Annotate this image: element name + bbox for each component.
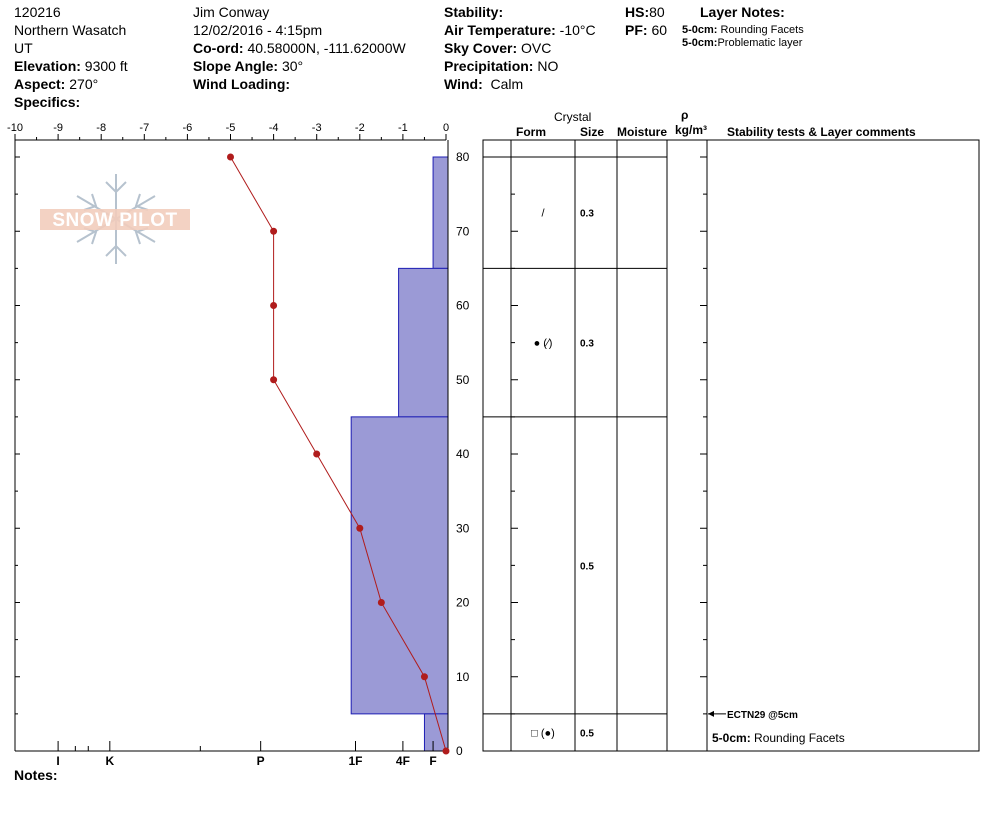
notes-label: Notes: [14,767,58,783]
crystal-form-symbol: ● (⁄) [534,338,553,350]
crystal-size-value: 0.5 [580,728,594,739]
hardness-bar [350,416,449,715]
temperature-point [442,747,450,755]
temperature-tick-label: -7 [139,122,149,134]
logo-text: SNOW PILOT [52,210,177,231]
crystal-form-symbol: □ (●) [531,727,555,739]
state: UT [14,40,33,56]
profile-id: 120216 [14,4,61,20]
temperature-tick-label: -3 [312,122,322,134]
height-tick-label: 10 [456,670,470,684]
temperature-point [420,673,428,681]
crystal-size-value: 0.3 [580,339,594,350]
temperature-point [377,599,385,606]
datetime: 12/02/2016 - 4:15pm [193,22,323,38]
temperature-tick-label: -2 [355,122,365,134]
observer: Jim Conway [193,4,270,20]
arrow-left-icon [708,710,714,717]
penetration-foot: PF: 60 [625,22,668,38]
size-header: Size [580,125,605,139]
aspect: Aspect: 270° [14,76,99,92]
height-tick-label: 0 [456,744,463,758]
temperature-tick-label: -9 [53,122,63,134]
precipitation: Precipitation: NO [444,58,559,74]
hardness-tick-label: F [429,754,436,768]
temperature-tick-label: -4 [269,122,279,134]
temperature-point [270,227,278,235]
sky-cover: Sky Cover: OVC [444,40,552,56]
temperature-point [270,376,278,384]
height-tick-label: 40 [456,447,470,461]
temperature-tick-label: -10 [7,122,23,134]
layer-comment: 5-0cm: Rounding Facets [712,731,845,745]
hardness-bar [432,156,449,269]
wind: Wind: Calm [444,76,524,92]
crystal-size-value: 0.3 [580,209,594,220]
crystal-size-value: 0.5 [580,561,594,572]
elevation: Elevation: 9300 ft [14,58,128,74]
moisture-header: Moisture [617,125,668,139]
temperature-tick-label: 0 [443,122,449,134]
temperature-tick-label: -8 [96,122,106,134]
temperature-point [313,450,321,458]
stability-header: Stability tests & Layer comments [727,125,916,139]
snow-height: HS:80 [625,4,665,20]
region: Northern Wasatch [14,22,127,38]
crystal-form-symbol: / [541,208,545,220]
specifics-label: Specifics: [14,94,81,110]
temperature-point [227,153,234,161]
wind-loading-label: Wind Loading: [193,76,291,92]
layer-notes-title: Layer Notes: [700,4,785,20]
hardness-tick-label: I [56,754,59,768]
temperature-point [270,302,278,309]
hardness-tick-label: K [105,754,114,768]
temperature-tick-label: -1 [398,122,408,134]
layer-table-frame [482,139,980,752]
hardness-bar [398,267,449,418]
height-tick-label: 30 [456,521,470,535]
layer-comment-depth: 5-0cm: [712,731,751,745]
height-tick-label: 60 [456,299,470,313]
air-temperature: Air Temperature: -10°C [444,22,596,38]
form-header: Form [516,125,546,139]
slope-angle: Slope Angle: 30° [193,58,304,74]
height-tick-label: 70 [456,224,470,238]
stability-label: Stability: [444,4,504,20]
coordinates: Co-ord: 40.58000N, -111.62000W [193,40,406,56]
height-tick-label: 20 [456,596,470,610]
snowpilot-logo: SNOW PILOT [40,174,190,264]
hardness-tick-label: 1F [348,754,362,768]
hardness-tick-label: 4F [396,754,410,768]
height-tick-label: 80 [456,150,470,164]
layer-comment-text: Rounding Facets [751,731,845,745]
layer-note: 5-0cm:Problematic layer [682,37,803,49]
temperature-tick-label: -5 [226,122,236,134]
crystal-header: Crystal [554,110,592,124]
hardness-tick-label: P [257,754,265,768]
rho-header: ρ [681,108,689,122]
density-unit-header: kg/m³ [675,123,708,137]
temperature-tick-label: -6 [183,122,193,134]
height-tick-label: 50 [456,373,470,387]
stability-test-label: ECTN29 @5cm [727,710,798,721]
temperature-point [356,524,364,532]
layer-note: 5-0cm: Rounding Facets [682,24,804,36]
